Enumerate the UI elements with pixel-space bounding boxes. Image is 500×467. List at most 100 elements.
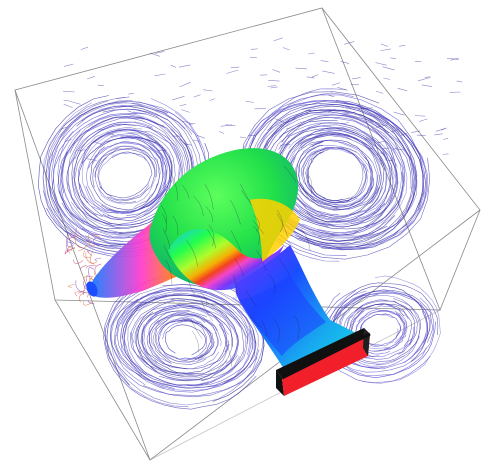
flow-mark (182, 120, 194, 125)
surface-streak (168, 169, 174, 183)
streamline (321, 100, 428, 250)
surface-streak (161, 213, 167, 233)
streamline (116, 287, 254, 350)
streamline (97, 138, 166, 213)
streamline (73, 124, 172, 226)
streamline (147, 303, 228, 353)
streamline (131, 300, 239, 375)
flow-mark (64, 63, 74, 67)
flow-mark (273, 37, 283, 42)
streamline (107, 132, 172, 219)
surface-streak (308, 175, 313, 195)
flow-mark (149, 52, 160, 57)
streamline (110, 133, 168, 216)
flow-mark (446, 58, 459, 60)
flow-mark (311, 74, 319, 78)
flow-mark (450, 57, 459, 61)
streamline (134, 311, 228, 376)
streamline (106, 285, 264, 398)
streamline (154, 314, 207, 365)
streamline (257, 112, 418, 238)
inlet-jet-streamline (68, 284, 75, 288)
inlet-jet-streamline (85, 252, 95, 265)
streamline (140, 307, 229, 356)
surface-streak (241, 189, 251, 203)
flow-mark (181, 109, 190, 113)
streamline (81, 130, 167, 219)
flow-mark (456, 80, 463, 83)
streamline (296, 156, 373, 208)
streamline (92, 142, 161, 188)
streamline (165, 324, 207, 356)
streamline (116, 294, 253, 387)
surface-streak (279, 258, 290, 276)
streamline (130, 332, 238, 377)
flow-mark (80, 46, 88, 50)
streamline (170, 318, 211, 361)
streamline (157, 312, 218, 356)
flow-mark (316, 135, 324, 138)
flow-mark (424, 76, 431, 78)
flow-mark (295, 67, 308, 70)
flow-mark (391, 129, 399, 133)
flow-mark (202, 89, 213, 92)
surface-streak (232, 274, 237, 299)
streamline (284, 129, 387, 221)
flow-mark (393, 111, 405, 116)
surface-streak (249, 314, 262, 328)
surface-streak (276, 210, 283, 233)
flow-mark (183, 143, 192, 146)
flow-mark (351, 131, 359, 135)
streamline (295, 145, 374, 207)
streamline (143, 283, 264, 397)
inlet-jet-streamline (74, 234, 83, 248)
inlet-jet-streamline (88, 299, 95, 305)
streamline (97, 157, 150, 201)
inlet-jet-streamline (73, 259, 84, 264)
inlet-jet-streamline (66, 232, 74, 247)
duct-outlet (276, 328, 371, 396)
flow-mark (379, 152, 385, 155)
streamline (289, 139, 380, 211)
flow-mark (245, 100, 254, 103)
streamline (151, 319, 219, 363)
surface-streak (171, 174, 179, 201)
streamline (274, 117, 397, 234)
surface-streak (283, 165, 297, 183)
flow-mark (380, 48, 391, 51)
inlet-jet-streamline (77, 244, 88, 251)
streamline (114, 329, 257, 389)
flow-mark (127, 110, 137, 115)
flow-mark (392, 147, 398, 150)
flow-mark (209, 98, 216, 101)
surface-streak (165, 259, 173, 286)
surface-streak (261, 319, 267, 337)
surface-streak (207, 229, 216, 249)
streamline (339, 295, 421, 366)
flow-mark (230, 66, 240, 68)
streamline (136, 305, 234, 375)
flow-mark (306, 76, 315, 79)
streamline (245, 103, 425, 248)
flow-mark (116, 97, 126, 99)
flow-mark (179, 104, 187, 107)
surface-streak (239, 183, 252, 206)
flow-mark (399, 44, 406, 47)
streamline (137, 301, 239, 379)
streamline (92, 147, 158, 188)
flow-mark (77, 149, 87, 151)
streamline (98, 152, 146, 189)
surface-streak (190, 318, 203, 339)
flow-mark (390, 57, 397, 59)
streamline (177, 320, 215, 359)
flow-mark (272, 69, 281, 73)
flow-mark (87, 76, 96, 80)
flow-mark (396, 149, 405, 151)
streamline (95, 145, 156, 205)
inlet-jet-streamline (94, 234, 101, 238)
streamline (141, 310, 230, 370)
flow-mark (351, 77, 361, 80)
inlet-jet-streamline (69, 232, 76, 239)
streamline (109, 298, 260, 389)
surface-streak (225, 341, 232, 367)
